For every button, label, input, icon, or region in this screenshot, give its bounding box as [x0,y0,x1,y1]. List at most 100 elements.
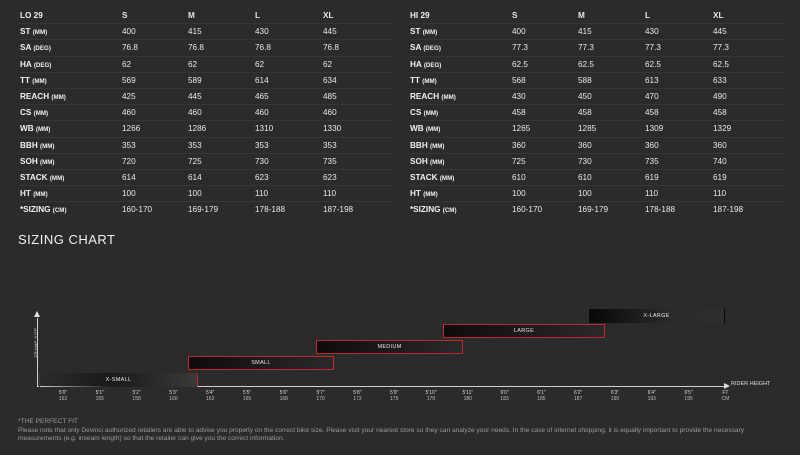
row-label-unit: (DEG) [33,61,52,69]
sizing-chart-title: SIZING CHART [18,232,116,247]
cell-value: 730 [255,156,269,166]
note-title: *THE PERFECT FIT [18,418,78,425]
table-row: HA (DEG) 62 62 62 62 [20,56,393,72]
cell-value: 614 [122,172,136,182]
cell-value: 460 [323,108,337,118]
cell-value: 725 [512,156,526,166]
tick-feet: 6'3" [610,390,620,396]
table-row: WB (MM) 1265 1285 1309 1329 [410,120,783,137]
x-tick: 5'7" 170 [306,390,336,402]
cell-value: 720 [122,156,136,166]
cell-value: 110 [713,189,727,199]
cell-value: 100 [122,189,136,199]
x-tick: 6'2" 187 [563,390,593,402]
tick-cm: 170 [316,396,325,403]
cell-value: 415 [188,27,202,37]
tick-feet: 6'0" [500,390,509,396]
model-name: HI 29 [410,11,430,21]
cell-value: 110 [645,189,659,199]
row-label-name: *SIZING [410,205,441,215]
row-label-unit: (MM) [33,110,49,118]
tick-feet: 6'2" [574,390,583,396]
cell-value: 169-179 [578,205,609,215]
tick-feet: 5'10" [425,390,437,396]
cell-value: 740 [713,156,727,166]
row-label-unit: (MM) [51,94,66,102]
table-row: CS (MM) 458 458 458 458 [410,104,783,121]
row-label: *SIZING (CM) [410,202,512,218]
table-row: *SIZING (CM) 160-170 169-179 178-188 187-198 [410,201,783,218]
row-label-name: REACH [20,92,50,102]
size-bar-large: LARGE [443,324,605,338]
cell-value: 100 [512,189,526,199]
row-label-unit: (MM) [35,126,51,134]
cell-value: 568 [512,75,526,85]
row-label: TT (MM) [410,72,512,88]
row-label-name: BBH [410,140,428,150]
row-label: STACK (MM) [20,169,122,185]
row-label-unit: (DEG) [423,45,441,53]
row-label: SOH (MM) [20,153,122,169]
cell-value: 110 [255,189,269,199]
cell-value: 77.3 [713,43,729,53]
cell-value: 460 [122,108,136,118]
cell-value: 569 [122,75,136,85]
row-label-name: BBH [20,140,38,150]
tick-feet: 5'1" [95,390,104,396]
cell-value: 77.3 [578,43,594,53]
row-label: CS (MM) [20,105,122,121]
row-label: REACH (MM) [410,88,512,104]
row-label-name: SA [410,43,422,53]
arrow-right-icon [724,383,730,389]
x-axis [37,386,725,387]
row-label: BBH (MM) [410,137,512,153]
tick-cm: 158 [132,396,141,403]
row-label: ST (MM) [410,24,512,40]
row-label: SA (DEG) [20,40,122,56]
cell-value: 77.3 [512,43,528,53]
table-row: REACH (MM) 430 450 470 490 [410,88,783,104]
row-label-unit: (MM) [430,158,445,166]
tick-cm: 180 [463,396,472,403]
cell-value: 360 [512,140,526,150]
tick-cm: CM [721,396,730,403]
lo-29-geometry-table: LO 29 S M L XL ST (MM) 400 415 430 445 SA (DE… [20,8,393,217]
cell-value: 1309 [645,124,664,134]
size-bar-x-small: X-SMALL [39,373,198,387]
row-label-name: SA [20,43,32,53]
cell-value: 430 [645,27,659,37]
cell-value: 62.5 [645,59,661,69]
note-text: Please note that only Devinci authorized… [18,426,745,443]
tick-cm: 155 [95,396,104,403]
table-row: *SIZING (CM) 160-170 169-179 178-188 187-198 [20,201,393,218]
tick-feet: 5'3" [169,390,178,396]
cell-value: 178-188 [645,205,676,215]
cell-value: 610 [578,172,592,182]
tick-cm: 193 [647,396,656,403]
cell-value: 458 [512,108,526,118]
row-label-unit: (DEG) [423,61,442,69]
cell-value: 110 [323,189,337,199]
row-label-name: WB [410,124,424,134]
x-tick: 5'10" 178 [416,390,446,402]
tick-feet: 5'11" [462,390,474,396]
cell-value: 485 [323,92,337,102]
row-label: WB (MM) [20,121,122,137]
row-label-name: SOH [20,156,38,166]
cell-value: 1330 [323,124,342,134]
table-row: SA (DEG) 76.8 76.8 76.8 76.8 [20,39,393,56]
row-label-unit: (MM) [425,126,441,134]
cell-value: 735 [645,156,659,166]
row-label-unit: (MM) [423,110,439,118]
cell-value: 1286 [188,124,207,134]
row-label: HA (DEG) [410,56,512,72]
cell-value: 430 [255,27,269,37]
tick-feet: 5'5" [242,390,252,396]
cell-value: 470 [645,92,659,102]
table-header-row: HI 29 S M L XL [410,8,783,24]
row-label: WB (MM) [410,121,512,137]
cell-value: 1329 [713,124,732,134]
row-label-name: CS [410,108,422,118]
cell-value: 187-198 [323,205,354,215]
cell-value: 1285 [578,124,597,134]
